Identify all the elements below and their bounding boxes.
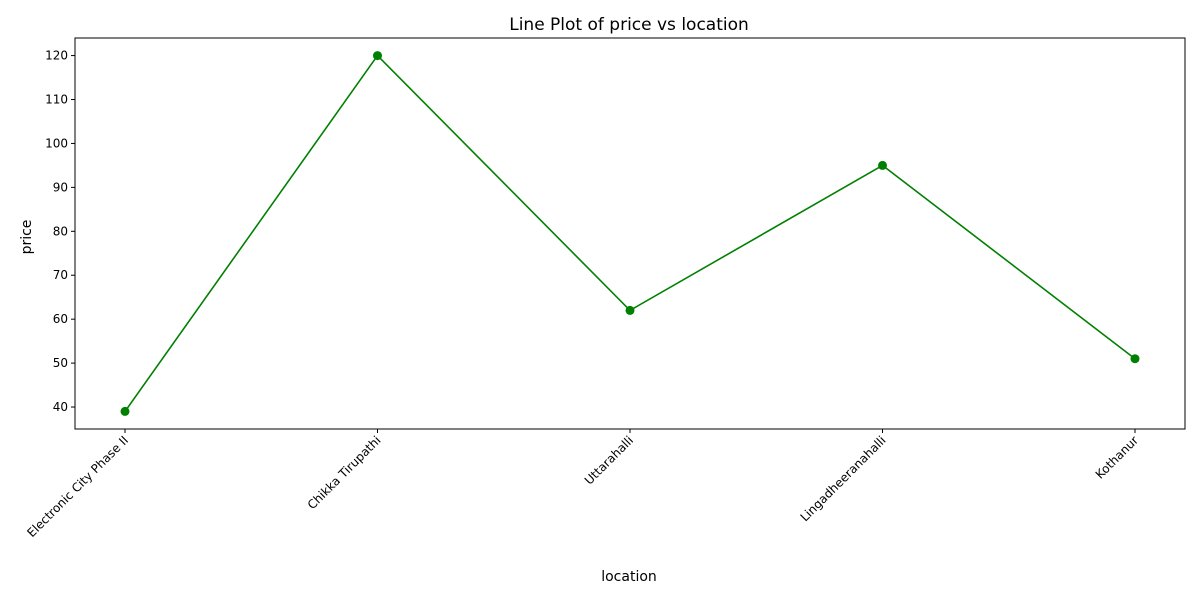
x-tick-label: Kothanur (1093, 433, 1141, 481)
x-tick-label: Uttarahalli (582, 433, 636, 487)
x-tick-label: Electronic City Phase II (24, 433, 131, 540)
y-tick-label: 60 (53, 312, 68, 326)
data-point (373, 51, 382, 61)
data-point (1130, 354, 1140, 364)
y-axis-ticks: 40 50 60 70 80 90 100 110 120 (45, 49, 75, 414)
data-point (878, 160, 887, 170)
y-axis-label: price (19, 220, 35, 255)
y-tick-label: 100 (45, 136, 68, 150)
chart-title: Line Plot of price vs location (509, 15, 749, 35)
plot-frame (74, 37, 1186, 430)
y-tick-label: 40 (53, 400, 68, 414)
y-tick-label: 110 (45, 93, 68, 107)
x-axis-ticks: Electronic City Phase II Chikka Tirupathi… (24, 429, 1141, 540)
y-tick-label: 70 (53, 268, 68, 282)
data-point (120, 406, 130, 416)
x-tick-label: Chikka Tirupathi (305, 433, 384, 512)
series-price (120, 51, 1140, 416)
y-tick-label: 120 (45, 49, 68, 63)
x-axis-label: location (601, 569, 657, 585)
y-tick-label: 80 (53, 224, 68, 238)
data-point (625, 305, 635, 315)
y-tick-label: 50 (53, 356, 68, 370)
x-tick-label: Lingadheeranahalli (798, 433, 889, 524)
y-tick-label: 90 (53, 180, 68, 194)
series-line (124, 54, 1136, 412)
